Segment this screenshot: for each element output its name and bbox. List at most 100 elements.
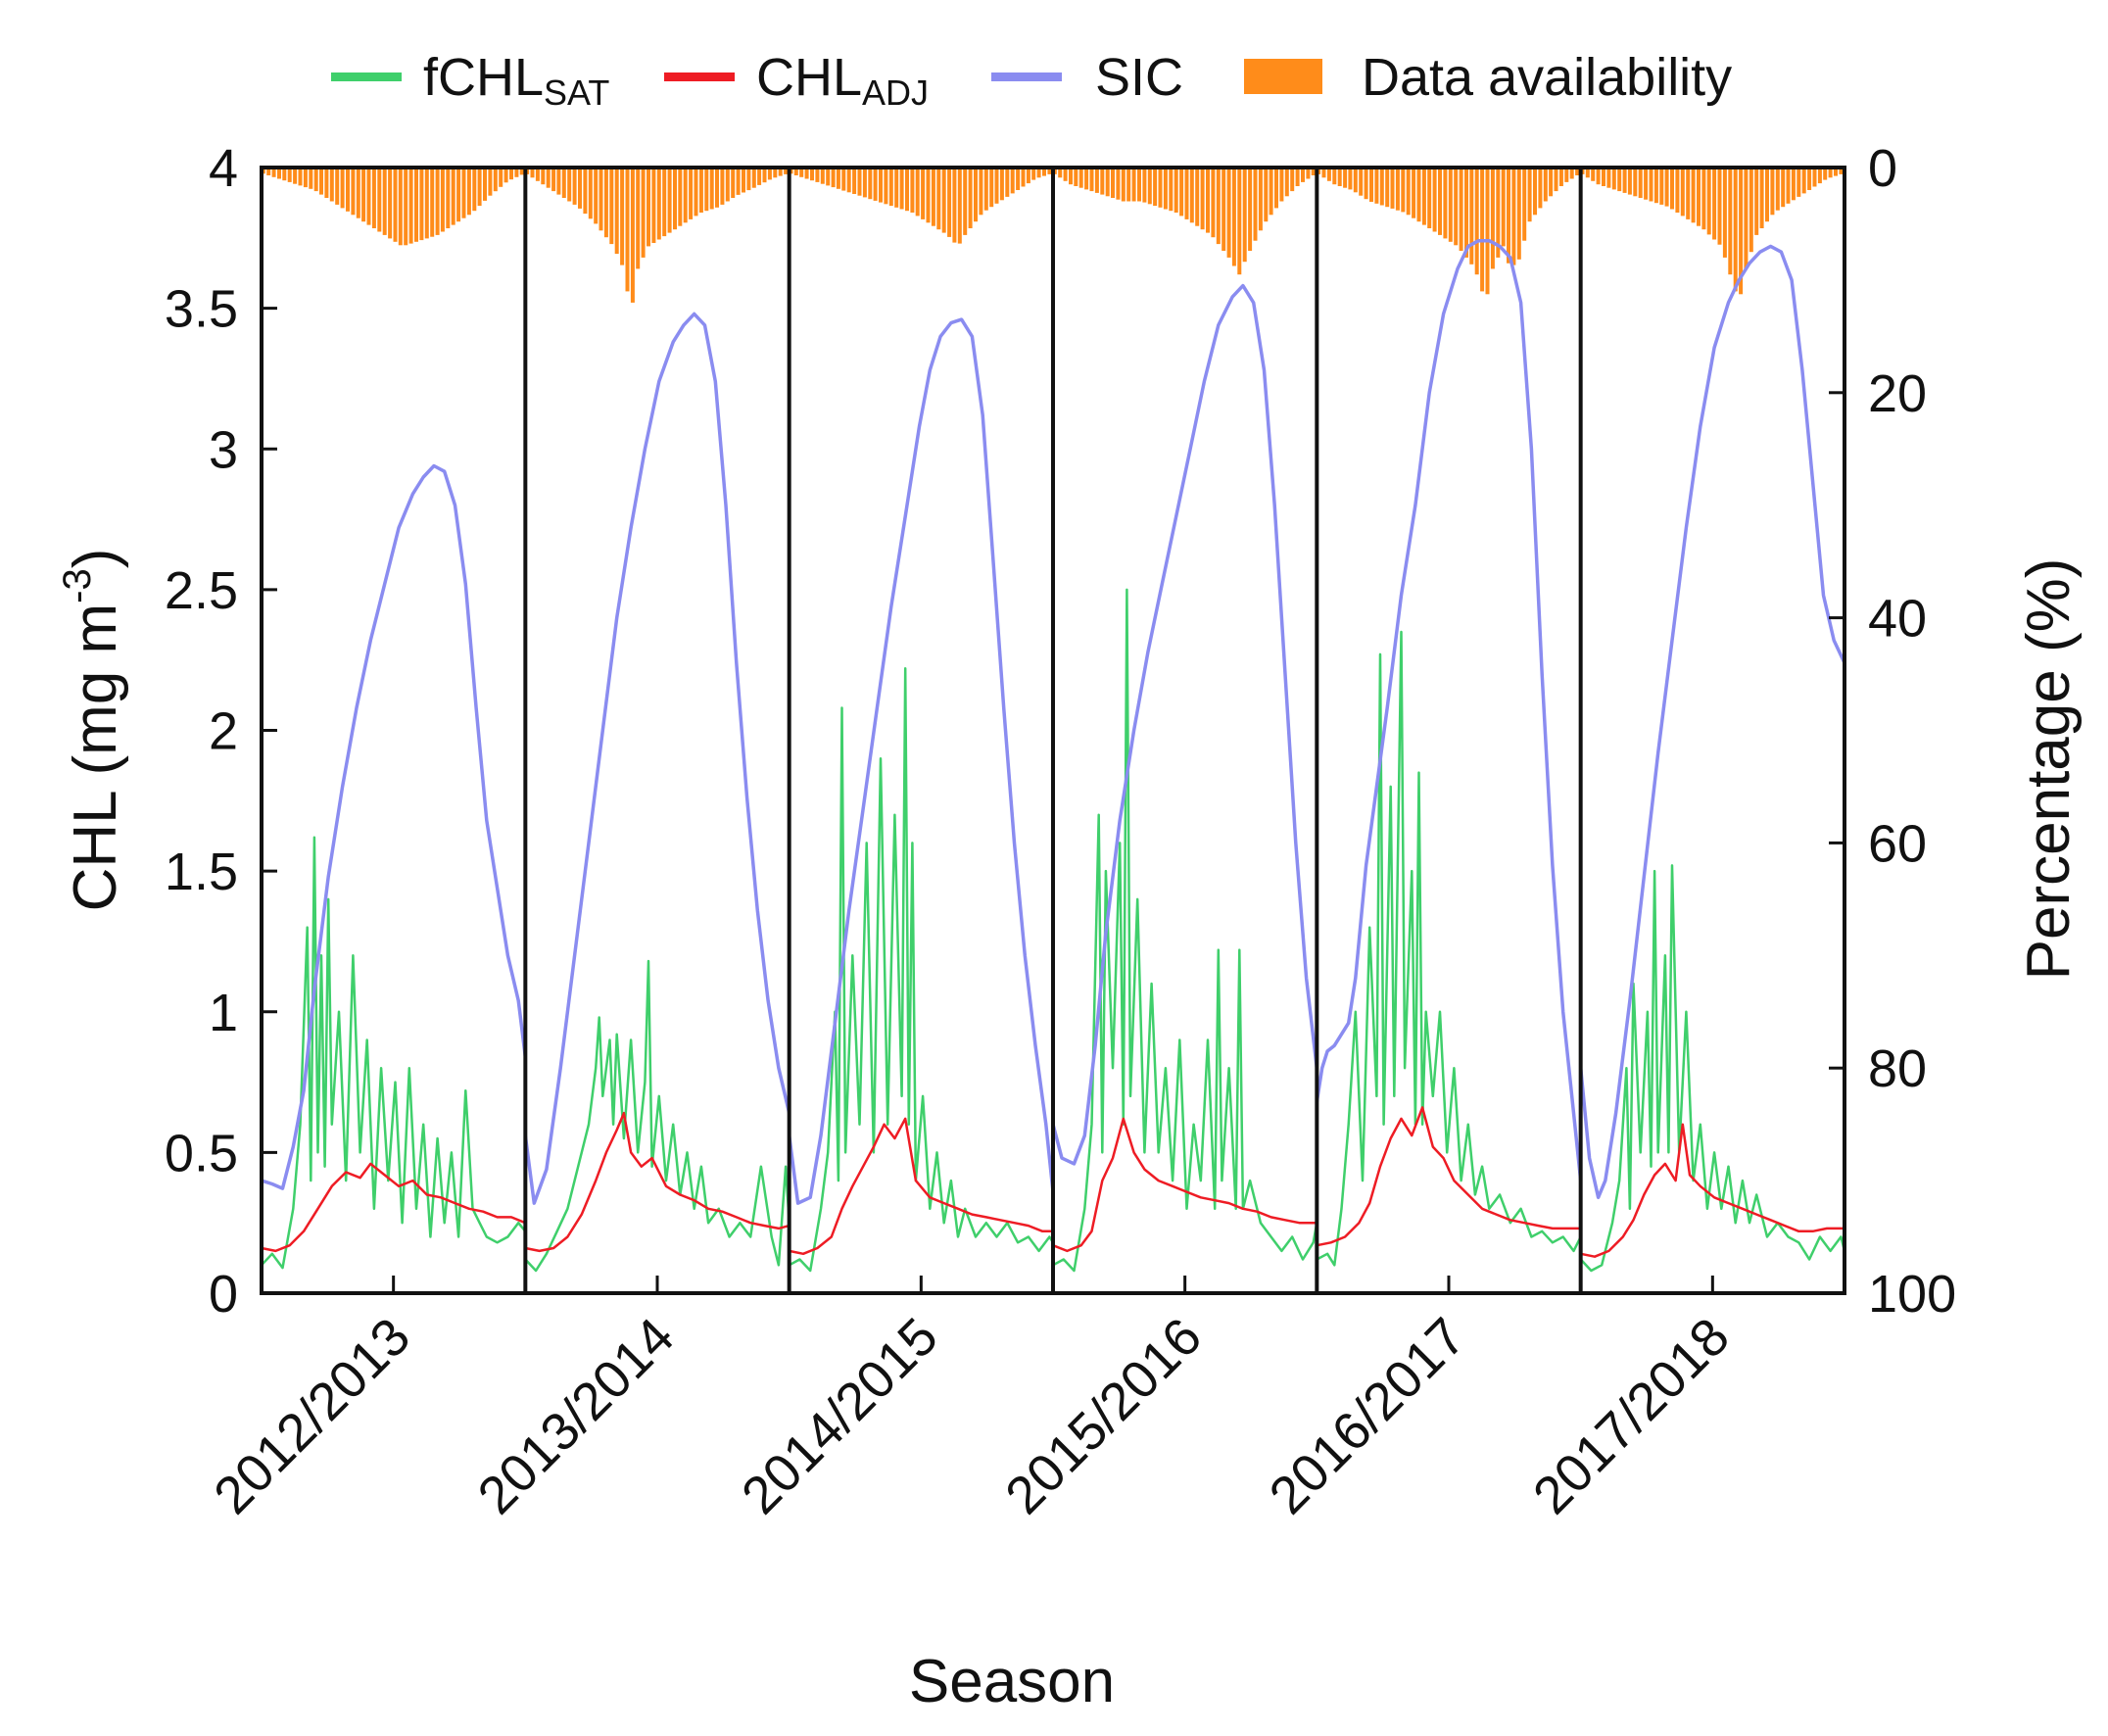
- fchl-sat-series: [261, 836, 527, 1270]
- availability-bar: [656, 168, 661, 240]
- availability-bars: [525, 168, 789, 303]
- chl-adj-series: [789, 1117, 1053, 1256]
- availability-bar: [1759, 168, 1764, 228]
- availability-bar: [931, 168, 935, 226]
- legend-item-fchl: fCHLSAT: [331, 48, 609, 113]
- y-right-tick-label: 40: [1868, 590, 1927, 649]
- availability-bar: [1142, 168, 1147, 203]
- availability-bar: [551, 168, 556, 192]
- availability-bar: [1211, 168, 1216, 238]
- sic-series: [787, 317, 1055, 1205]
- availability-bar: [583, 168, 588, 215]
- availability-bar: [324, 168, 329, 198]
- availability-bar: [451, 168, 455, 225]
- availability-bar: [926, 168, 931, 223]
- availability-bar: [1031, 168, 1036, 180]
- availability-bar: [1274, 168, 1278, 209]
- sic-series: [261, 463, 528, 1190]
- availability-bar: [530, 168, 535, 178]
- legend-swatch: [664, 72, 735, 81]
- y-left-tick-label: 0.5: [165, 1124, 238, 1182]
- availability-bar: [1469, 168, 1474, 265]
- legend-swatch: [331, 72, 402, 81]
- availability-bar: [1569, 168, 1574, 179]
- legend-label-sub: ADJ: [862, 72, 929, 113]
- availability-bar: [1749, 168, 1753, 253]
- availability-bar: [947, 168, 952, 237]
- availability-bar: [1258, 168, 1263, 231]
- availability-bar: [1728, 168, 1733, 275]
- legend-item-chl: CHLADJ: [664, 48, 929, 113]
- x-tick-label: 2015/2016: [994, 1307, 1213, 1525]
- availability-bar: [446, 168, 451, 228]
- chl-adj-series: [1580, 1123, 1844, 1258]
- availability-bar: [784, 168, 789, 174]
- availability-bar: [493, 168, 498, 192]
- availability-bar: [1591, 168, 1596, 181]
- availability-bar: [641, 168, 646, 258]
- availability-bar: [477, 168, 482, 207]
- legend-label: fCHLSAT: [423, 48, 609, 113]
- availability-bar: [647, 168, 650, 247]
- availability-bar: [535, 168, 540, 181]
- availability-bar: [1680, 168, 1685, 217]
- y-left-tick-label: 4: [209, 139, 238, 198]
- availability-bar: [1717, 168, 1722, 245]
- availability-bar: [1770, 168, 1775, 216]
- availability-bar: [651, 168, 656, 243]
- fchl-sat-series: [1316, 630, 1582, 1267]
- availability-bar: [578, 168, 582, 209]
- availability-bar: [1306, 168, 1311, 179]
- availability-bar: [1412, 168, 1416, 218]
- availability-bar: [620, 168, 625, 265]
- sic-series: [1051, 283, 1319, 1166]
- availability-bar: [1765, 168, 1769, 222]
- legend-label-main: SIC: [1095, 48, 1183, 107]
- availability-bar: [1659, 168, 1664, 205]
- availability-bar: [1126, 168, 1131, 202]
- availability-bar: [820, 168, 825, 184]
- y-left-tick-label: 0: [209, 1265, 238, 1324]
- availability-bar: [952, 168, 957, 243]
- availability-bar: [742, 168, 745, 193]
- availability-bar: [1817, 168, 1822, 184]
- availability-bar: [1638, 168, 1643, 198]
- availability-bar: [1527, 168, 1532, 222]
- availability-bar: [346, 168, 350, 212]
- availability-bar: [1311, 168, 1316, 175]
- availability-bar: [1701, 168, 1706, 230]
- availability-bar: [1216, 168, 1221, 245]
- availability-bar: [1395, 168, 1400, 211]
- availability-bar: [625, 168, 630, 292]
- availability-bar: [1459, 168, 1463, 251]
- availability-bar: [636, 168, 641, 269]
- availability-bar: [1390, 168, 1395, 209]
- availability-bar: [1480, 168, 1485, 292]
- availability-bar: [905, 168, 909, 212]
- availability-bar: [694, 168, 698, 217]
- availability-bar: [678, 168, 683, 226]
- availability-bar: [1496, 168, 1501, 258]
- availability-bar: [921, 168, 926, 219]
- x-tick-label: 2016/2017: [1259, 1307, 1477, 1525]
- availability-bar: [503, 168, 508, 183]
- availability-bar: [894, 168, 899, 208]
- availability-bar: [1611, 168, 1616, 190]
- availability-bar: [1427, 168, 1432, 228]
- availability-bar: [1516, 168, 1521, 260]
- availability-bar: [1094, 168, 1099, 193]
- availability-bar: [382, 168, 387, 235]
- availability-bar: [1111, 168, 1115, 198]
- availability-bar: [1549, 168, 1554, 197]
- availability-bar: [287, 168, 292, 182]
- availability-bar: [751, 168, 756, 188]
- availability-bar: [1627, 168, 1632, 195]
- availability-bar: [868, 168, 873, 200]
- availability-bar: [499, 168, 503, 187]
- availability-bar: [799, 168, 804, 177]
- availability-bar: [1575, 168, 1580, 175]
- availability-bar: [488, 168, 493, 196]
- y-axis-title-left-exponent: -3: [56, 568, 99, 603]
- availability-bar: [1195, 168, 1200, 226]
- availability-bar: [1622, 168, 1627, 193]
